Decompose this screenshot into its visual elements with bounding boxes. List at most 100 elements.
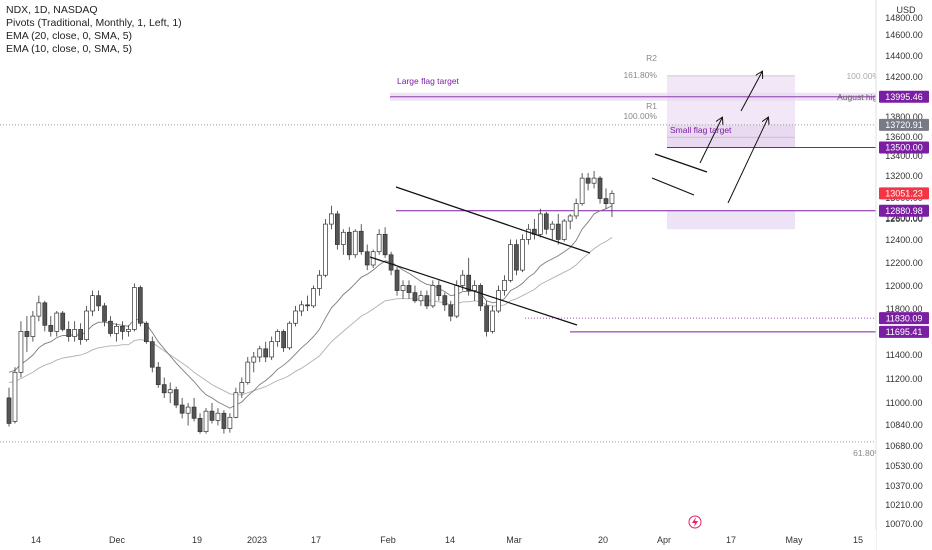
candle	[543, 211, 549, 235]
candle	[203, 408, 209, 434]
candle	[508, 239, 513, 283]
y-tick-label: 11200.00	[886, 374, 923, 384]
candle-body	[537, 213, 543, 235]
candle-body	[603, 198, 609, 205]
x-tick-label: Apr	[657, 535, 671, 545]
lightning-icon-circle	[688, 515, 702, 529]
candle	[526, 224, 531, 245]
candle	[323, 219, 328, 278]
candle	[573, 198, 579, 219]
y-tick-label: 10680.00	[885, 441, 923, 451]
candle-body	[179, 404, 185, 414]
candle	[311, 285, 316, 308]
candle-body	[424, 295, 430, 307]
candle	[418, 290, 424, 306]
candle-body	[120, 325, 125, 332]
candle	[281, 329, 286, 352]
candle-body	[293, 310, 298, 324]
candle-body	[382, 233, 388, 256]
candle	[520, 234, 525, 273]
candle-body	[54, 312, 60, 332]
candle	[490, 305, 495, 334]
candle	[269, 336, 275, 361]
x-tick-label: 15	[853, 535, 863, 545]
candle-body	[430, 285, 436, 307]
candle	[305, 295, 310, 311]
candle-body	[299, 304, 304, 312]
y-tick-label: 10370.00	[885, 481, 923, 491]
x-tick-label: Feb	[380, 535, 396, 545]
price-tag-bg	[879, 312, 929, 325]
candle-body	[340, 231, 346, 245]
y-tick-label: 12000.00	[885, 281, 923, 291]
x-tick-label: 19	[192, 535, 202, 545]
candle	[442, 292, 448, 311]
legend-ema10: EMA (10, close, 0, SMA, 5)	[6, 43, 133, 55]
candle	[567, 213, 573, 230]
candle	[609, 190, 615, 217]
x-tick-label: 17	[726, 535, 736, 545]
candle-body	[221, 412, 227, 429]
lightning-icon	[688, 515, 702, 529]
candle-body	[251, 356, 257, 363]
candle	[585, 173, 591, 191]
candle	[24, 316, 30, 352]
candle	[233, 387, 239, 419]
lightning-icon-bolt	[692, 517, 698, 527]
price-tag-bg	[879, 118, 929, 131]
candle	[597, 176, 603, 204]
candle-body	[132, 287, 137, 330]
candle-body	[597, 177, 603, 199]
price-tag-label: 13720.91	[885, 120, 923, 130]
price-tag-label: 11830.09	[886, 313, 923, 323]
candle-body	[609, 192, 615, 205]
candle	[352, 229, 358, 258]
small-flag-lower-line	[651, 177, 695, 196]
fib-100-top-label: 100.00%	[846, 71, 880, 81]
price-tag: 13500.00	[879, 141, 929, 154]
r1-target-zone	[667, 124, 795, 148]
candle-body	[490, 310, 495, 332]
candle	[66, 321, 72, 342]
candle-body	[520, 239, 525, 271]
price-tag-bg	[879, 325, 929, 338]
candle-body	[275, 331, 280, 343]
r2-label: R2	[646, 53, 657, 63]
candle	[502, 275, 507, 296]
candle-body	[388, 254, 394, 271]
candle-body	[364, 251, 370, 266]
channel-lower-line	[369, 256, 578, 326]
candle	[394, 267, 400, 296]
candle-body	[18, 331, 24, 373]
annotations-layer: R2 161.80% 100.00% Large flag target August …	[397, 53, 882, 529]
candle-body	[418, 295, 424, 302]
candle-body	[555, 223, 561, 240]
candle	[514, 239, 519, 276]
y-tick-label: 10530.00	[885, 461, 923, 471]
candle-body	[185, 406, 191, 414]
candle-body	[281, 331, 286, 349]
candle	[227, 413, 233, 433]
horizontal-lines-layer	[0, 75, 876, 443]
price-tag-label: 12880.98	[885, 206, 923, 216]
y-tick-label: 14200.00	[885, 72, 923, 82]
candle	[293, 305, 298, 327]
candle	[555, 213, 561, 245]
y-tick-label: 11000.00	[886, 398, 923, 408]
candle	[532, 219, 537, 240]
candle-body	[329, 213, 334, 225]
fib-1618-label: 161.80%	[623, 70, 657, 80]
candle-body	[472, 285, 478, 291]
currency-label: USD	[896, 5, 916, 15]
candle-body	[400, 285, 406, 291]
candle-body	[6, 397, 12, 424]
candle-body	[108, 320, 113, 334]
candle-body	[442, 295, 448, 306]
candle	[239, 377, 245, 398]
x-tick-label: Dec	[109, 535, 126, 545]
candle-body	[24, 331, 30, 337]
candle-body	[460, 274, 466, 286]
y-tick-label: 14400.00	[885, 51, 923, 61]
candle-body	[149, 341, 155, 368]
